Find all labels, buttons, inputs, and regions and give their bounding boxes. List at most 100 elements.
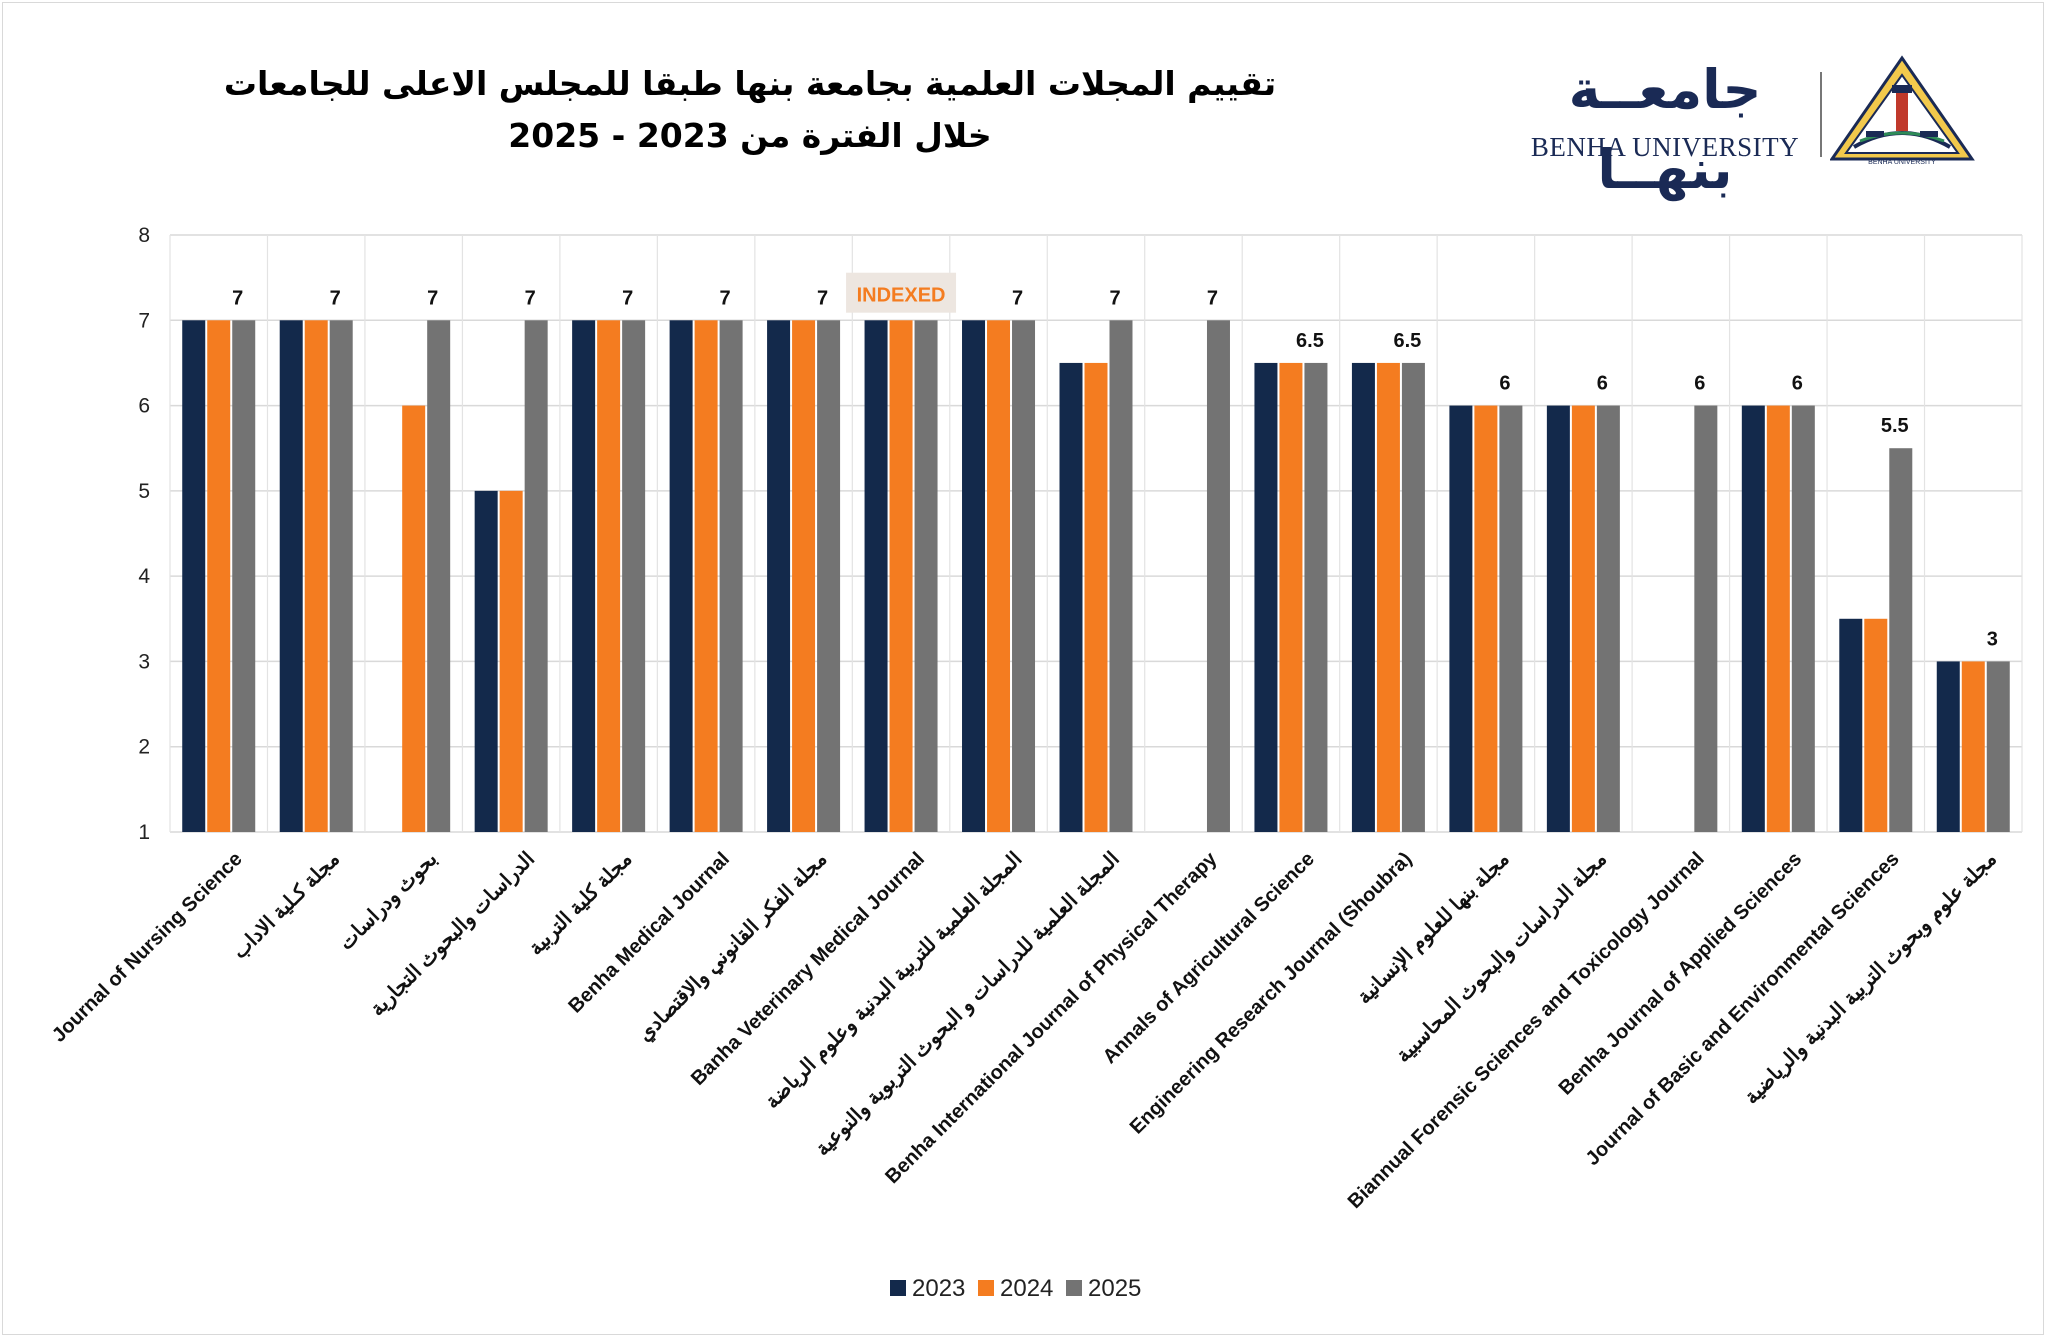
bar-2023 bbox=[1351, 362, 1375, 832]
bar-2025 bbox=[524, 320, 548, 832]
data-label: 6 bbox=[1499, 373, 1510, 395]
data-label: 7 bbox=[1207, 287, 1218, 309]
bar-2024 bbox=[597, 320, 621, 832]
logo-english-text: BENHA UNIVERSITY bbox=[1530, 132, 1800, 162]
bar-2023 bbox=[1449, 405, 1473, 832]
emblem-text: BENHA UNIVERSITY bbox=[1868, 159, 1936, 166]
x-tick-label: مجلة كلية التربية bbox=[525, 848, 637, 960]
title-line-2: خلال الفترة من 2023 - 2025 bbox=[508, 116, 992, 155]
bar-2023 bbox=[279, 320, 303, 832]
bar-2023 bbox=[1741, 405, 1765, 832]
y-tick-label: 2 bbox=[138, 736, 150, 759]
bar-2023 bbox=[572, 320, 596, 832]
bar-2024 bbox=[304, 320, 328, 832]
bar-2023 bbox=[1254, 362, 1278, 832]
bar-2025 bbox=[817, 320, 841, 832]
x-tick-label: مجلة الفكر القانوني والاقتصادي bbox=[634, 848, 832, 1046]
data-label: 6 bbox=[1792, 373, 1803, 395]
bar-2025 bbox=[1889, 448, 1913, 832]
bar-2024 bbox=[694, 320, 718, 832]
x-tick-label: Journal of Nursing Science bbox=[48, 848, 247, 1047]
bar-2025 bbox=[1596, 405, 1620, 832]
bar-2024 bbox=[792, 320, 816, 832]
y-tick-label: 6 bbox=[138, 395, 150, 418]
bar-2024 bbox=[1571, 405, 1595, 832]
indexed-label: INDEXED bbox=[857, 285, 946, 307]
university-logo: جامعــة بنهــا BENHA UNIVERSITY BENHA UN… bbox=[1505, 50, 1975, 201]
bar-2024 bbox=[207, 320, 231, 832]
y-tick-label: 4 bbox=[138, 565, 150, 588]
data-label: 7 bbox=[427, 287, 438, 309]
bars bbox=[182, 320, 2010, 832]
bar-2024 bbox=[1084, 362, 1108, 832]
bar-2025 bbox=[1986, 661, 2010, 832]
data-label: 7 bbox=[330, 287, 341, 309]
data-label: 6 bbox=[1597, 373, 1608, 395]
legend-swatch-2025 bbox=[1066, 1280, 1082, 1296]
data-label: 7 bbox=[622, 287, 633, 309]
x-tick-label: الدراسات والبحوث التجارية bbox=[366, 848, 539, 1021]
bar-2024 bbox=[1766, 405, 1790, 832]
bar-2024 bbox=[889, 320, 913, 832]
bar-2025 bbox=[1206, 320, 1230, 832]
chart-title: تقييم المجلات العلمية بجامعة بنها طبقا ل… bbox=[140, 58, 1360, 162]
data-label: 7 bbox=[525, 287, 536, 309]
y-tick-label: 3 bbox=[138, 650, 150, 673]
data-label: 7 bbox=[232, 287, 243, 309]
data-label: 3 bbox=[1987, 628, 1998, 650]
data-label: 5.5 bbox=[1881, 415, 1909, 437]
bar-2023 bbox=[1546, 405, 1570, 832]
indexed-badge bbox=[846, 272, 957, 313]
bar-2023 bbox=[1839, 618, 1863, 832]
y-tick-label: 5 bbox=[138, 480, 150, 503]
bar-2024 bbox=[1864, 618, 1888, 832]
bar-2025 bbox=[1109, 320, 1133, 832]
legend-swatch-2024 bbox=[978, 1280, 994, 1296]
x-tick-label: مجلة كـلية الاداب bbox=[229, 848, 344, 963]
title-line-1: تقييم المجلات العلمية بجامعة بنها طبقا ل… bbox=[223, 64, 1277, 103]
bar-2023 bbox=[669, 320, 693, 832]
university-emblem-icon: BENHA UNIVERSITY bbox=[1830, 55, 1975, 166]
bar-2025 bbox=[719, 320, 743, 832]
bar-2023 bbox=[962, 320, 986, 832]
bar-2025 bbox=[329, 320, 353, 832]
logo-divider bbox=[1820, 72, 1822, 157]
y-tick-label: 8 bbox=[138, 224, 150, 247]
logo-arabic-text: جامعــة بنهــا bbox=[1568, 58, 1762, 201]
bar-2024 bbox=[1376, 362, 1400, 832]
bar-2024 bbox=[499, 490, 523, 832]
x-tick-label: Benha Medical Journal bbox=[564, 848, 734, 1018]
data-label: 6 bbox=[1694, 373, 1705, 395]
y-tick-label: 1 bbox=[138, 821, 150, 844]
bar-2025 bbox=[232, 320, 256, 832]
legend: 2023 2024 2025 bbox=[890, 1275, 1141, 1302]
data-label: 6.5 bbox=[1394, 330, 1422, 352]
bar-2023 bbox=[1936, 661, 1960, 832]
data-label: 7 bbox=[1012, 287, 1023, 309]
bar-2023 bbox=[474, 490, 498, 832]
x-tick-label: مجلة الدراسات والبحوث المحاسبية bbox=[1392, 848, 1612, 1068]
x-tick-label: Benha International Journal of Physical … bbox=[881, 847, 1222, 1188]
data-label: 7 bbox=[817, 287, 828, 309]
bar-2025 bbox=[914, 320, 938, 832]
bar-2023 bbox=[182, 320, 206, 832]
bar-2025 bbox=[1694, 405, 1718, 832]
bar-2023 bbox=[1059, 362, 1083, 832]
bar-2023 bbox=[864, 320, 888, 832]
x-tick-label: بحوث ودراسات bbox=[335, 848, 442, 955]
bar-2023 bbox=[767, 320, 791, 832]
bar-2024 bbox=[987, 320, 1011, 832]
y-axis-ticks: 1 2 3 4 5 6 7 8 bbox=[138, 224, 150, 844]
bar-2024 bbox=[1474, 405, 1498, 832]
bar-2024 bbox=[1279, 362, 1303, 832]
bar-2025 bbox=[1791, 405, 1815, 832]
data-label: 7 bbox=[1109, 287, 1120, 309]
legend-swatch-2023 bbox=[890, 1280, 906, 1296]
x-tick-label: Biannual Forensic Sciences and Toxicolog… bbox=[1344, 848, 1709, 1213]
bar-2025 bbox=[427, 320, 451, 832]
x-tick-label: Annals of Agricultural Science bbox=[1099, 848, 1319, 1068]
data-label: 6.5 bbox=[1296, 330, 1324, 352]
bar-2024 bbox=[402, 405, 426, 832]
